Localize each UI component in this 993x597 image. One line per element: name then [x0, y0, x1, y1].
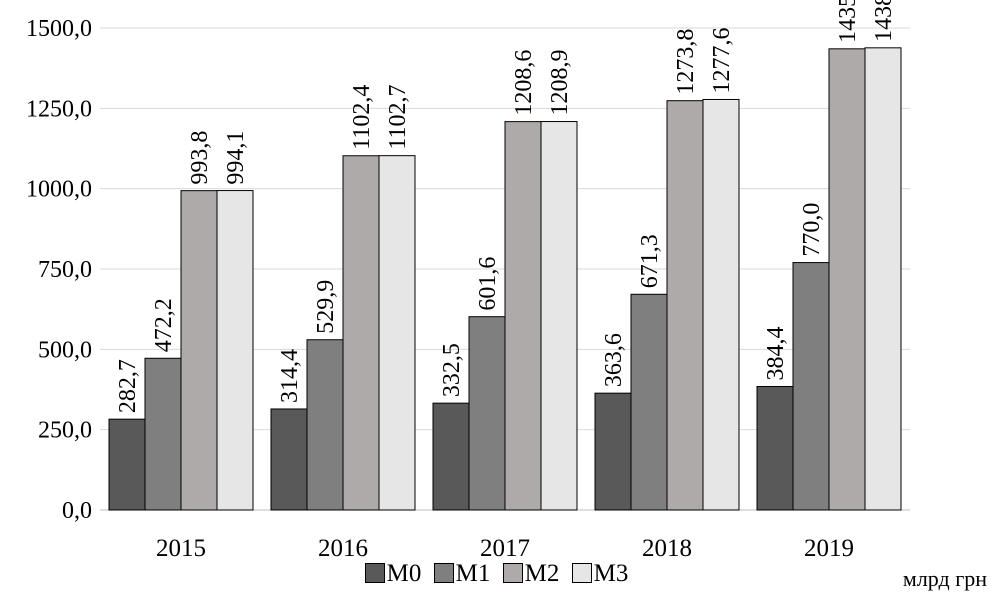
- data-label: 1208,6: [511, 50, 537, 116]
- bar: [630, 293, 668, 511]
- data-label: 1435,2: [835, 0, 861, 43]
- y-tick-label: 250,0: [38, 418, 92, 444]
- bar: [306, 339, 344, 511]
- legend-label-m1: М1: [455, 560, 491, 587]
- data-label: 314,4: [277, 349, 303, 403]
- data-label: 1102,7: [385, 85, 411, 150]
- legend-label-m2: М2: [524, 560, 560, 587]
- bar: [468, 316, 506, 511]
- data-label: 993,8: [187, 131, 213, 185]
- data-label: 770,0: [799, 203, 825, 257]
- data-label: 282,7: [115, 359, 141, 413]
- data-label: 529,9: [313, 280, 339, 334]
- x-tick-label: 2017: [480, 535, 530, 562]
- bar: [378, 155, 416, 511]
- bar: [864, 47, 902, 511]
- unit-label: млрд грн: [902, 566, 987, 591]
- bar: [432, 402, 470, 511]
- legend-label-m3: М3: [593, 560, 629, 587]
- y-tick-label: 1000,0: [26, 177, 92, 203]
- data-label: 384,4: [763, 326, 789, 380]
- y-tick-label: 750,0: [38, 257, 92, 283]
- bar: [270, 408, 308, 511]
- bar: [342, 155, 380, 511]
- bar: [594, 392, 632, 511]
- data-label: 1208,9: [547, 50, 573, 116]
- bar: [108, 418, 146, 511]
- x-tick-label: 2015: [156, 535, 206, 562]
- x-tick-label: 2018: [642, 535, 692, 562]
- data-label: 1273,8: [673, 29, 699, 95]
- data-label: 994,1: [223, 131, 249, 185]
- legend-item-m2: М2: [502, 560, 560, 588]
- data-label: 601,6: [475, 257, 501, 311]
- data-label: 671,3: [637, 234, 663, 288]
- y-tick-label: 1250,0: [26, 96, 92, 122]
- legend-swatch-m1: [433, 563, 454, 583]
- legend-item-m1: М1: [433, 560, 491, 588]
- bar: [702, 98, 740, 511]
- data-label: 1438,3: [871, 0, 897, 42]
- bar: [216, 190, 254, 511]
- legend-swatch-m0: [364, 563, 385, 583]
- y-tick-label: 0,0: [62, 498, 92, 524]
- bar: [504, 121, 542, 511]
- legend-item-m0: М0: [364, 560, 422, 588]
- legend-item-m3: М3: [571, 560, 629, 588]
- data-label: 1277,6: [709, 27, 735, 93]
- legend-swatch-m3: [571, 563, 592, 583]
- data-label: 472,2: [151, 298, 177, 352]
- y-tick-label: 1500,0: [26, 16, 92, 42]
- data-label: 363,6: [601, 333, 627, 387]
- bar: [756, 385, 794, 511]
- x-tick-label: 2019: [804, 535, 854, 562]
- legend-label-m0: М0: [386, 560, 422, 587]
- x-tick-label: 2016: [318, 535, 368, 562]
- bar: [540, 121, 578, 511]
- legend-swatch-m2: [502, 563, 523, 583]
- bar: [144, 357, 182, 511]
- bar: [792, 262, 830, 511]
- y-tick-label: 500,0: [38, 337, 92, 363]
- data-label: 1102,4: [349, 85, 375, 150]
- legend: М0 М1 М2 М3: [0, 560, 993, 588]
- bar: [666, 100, 704, 511]
- data-label: 332,5: [439, 343, 465, 397]
- bar: [828, 48, 866, 511]
- bar: [180, 190, 218, 511]
